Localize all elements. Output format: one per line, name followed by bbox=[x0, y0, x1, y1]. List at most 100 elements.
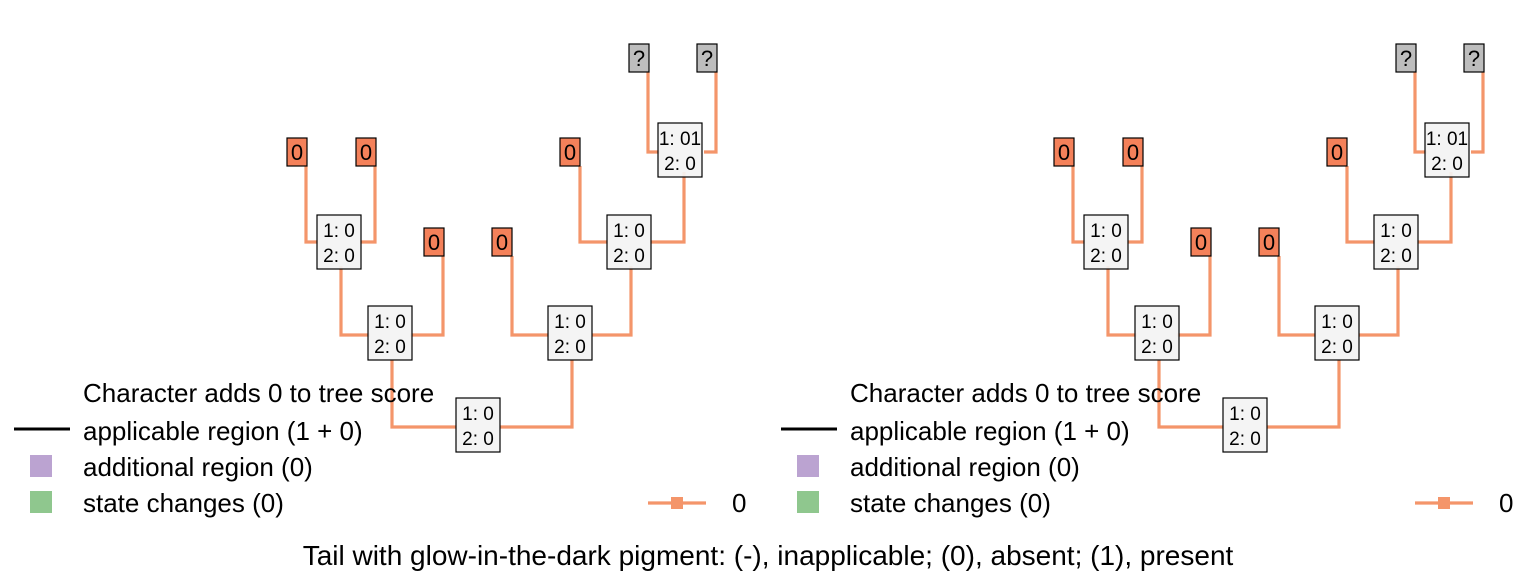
legend-changes: state changes (0) bbox=[83, 488, 284, 518]
branch bbox=[1359, 266, 1400, 337]
state-change-swatch bbox=[30, 491, 52, 513]
node-state-line-2: 2: 0 bbox=[1321, 337, 1353, 358]
legend: Character adds 0 to tree score applicable… bbox=[14, 378, 746, 518]
internal-node: 1: 0 2: 0 bbox=[606, 214, 652, 270]
branches bbox=[1071, 72, 1485, 429]
node-state-line-2: 2: 0 bbox=[1229, 429, 1261, 450]
legend-score: Character adds 0 to tree score bbox=[83, 378, 434, 408]
legend-applicable: applicable region (1 + 0) bbox=[850, 416, 1130, 446]
legend-score: Character adds 0 to tree score bbox=[850, 378, 1201, 408]
additional-swatch bbox=[30, 455, 52, 477]
node-state-line-2: 2: 0 bbox=[1090, 246, 1122, 267]
node-state-line-1: 1: 01 bbox=[659, 129, 701, 150]
internal-node: 1: 0 2: 0 bbox=[547, 305, 593, 361]
internal-node: 1: 01 2: 0 bbox=[657, 122, 703, 178]
node-state-line-2: 2: 0 bbox=[374, 337, 406, 358]
tip-label: ? bbox=[701, 46, 713, 71]
tip-state: 0 bbox=[1258, 227, 1280, 257]
legend-applicable: applicable region (1 + 0) bbox=[83, 416, 363, 446]
node-state-line-1: 1: 0 bbox=[1229, 404, 1261, 425]
tip-label: 0 bbox=[291, 140, 303, 165]
tip-state: 0 bbox=[559, 137, 581, 167]
branch bbox=[1071, 166, 1085, 244]
node-state-line-1: 1: 01 bbox=[1426, 129, 1468, 150]
state-change-swatch bbox=[797, 491, 819, 513]
branch bbox=[510, 256, 549, 337]
branch bbox=[304, 166, 318, 244]
legend-additional: additional region (0) bbox=[83, 452, 313, 482]
tip-state: 0 bbox=[286, 137, 308, 167]
branch bbox=[1345, 166, 1375, 244]
branch bbox=[646, 72, 660, 154]
node-state-line-2: 2: 0 bbox=[323, 246, 355, 267]
tip-state: 0 bbox=[423, 227, 445, 257]
node-state-line-1: 1: 0 bbox=[554, 312, 586, 333]
node-state-line-1: 1: 0 bbox=[613, 221, 645, 242]
tip-state: 0 bbox=[1122, 137, 1144, 167]
node-state-line-1: 1: 0 bbox=[462, 404, 494, 425]
tip-unknown: ? bbox=[696, 43, 718, 73]
node-state-line-1: 1: 0 bbox=[1090, 221, 1122, 242]
branch bbox=[500, 360, 574, 429]
internal-node: 1: 01 2: 0 bbox=[1424, 122, 1470, 178]
branch bbox=[360, 166, 377, 244]
legend: Character adds 0 to tree score applicable… bbox=[781, 378, 1513, 518]
node-state-line-2: 2: 0 bbox=[1431, 154, 1463, 175]
root-node: 1: 0 2: 0 bbox=[455, 397, 501, 453]
state-key-marker bbox=[1438, 497, 1450, 509]
tip-label: ? bbox=[1400, 46, 1412, 71]
internal-node: 1: 0 2: 0 bbox=[1134, 305, 1180, 361]
state-key-label: 0 bbox=[732, 488, 746, 518]
tip-label: ? bbox=[633, 46, 645, 71]
branches bbox=[304, 72, 718, 429]
node-state-line-1: 1: 0 bbox=[1380, 221, 1412, 242]
tree-panel-2: ? ? 0 0 0 0 0 1: 01 2: 0 1: 0 2: 0 1: 0 2: 0 1: 0 2: 0… bbox=[781, 43, 1513, 518]
internal-node: 1: 0 2: 0 bbox=[1083, 214, 1129, 270]
tip-label: 0 bbox=[1127, 140, 1139, 165]
tip-state: 0 bbox=[1190, 227, 1212, 257]
node-state-line-1: 1: 0 bbox=[1321, 312, 1353, 333]
legend-changes: state changes (0) bbox=[850, 488, 1051, 518]
node-state-line-1: 1: 0 bbox=[1141, 312, 1173, 333]
branch bbox=[1277, 256, 1316, 337]
node-state-line-2: 2: 0 bbox=[1380, 246, 1412, 267]
node-state-line-1: 1: 0 bbox=[323, 221, 355, 242]
branch bbox=[1106, 266, 1137, 337]
branch bbox=[704, 72, 718, 154]
internal-node: 1: 0 2: 0 bbox=[1373, 214, 1419, 270]
node-state-line-1: 1: 0 bbox=[374, 312, 406, 333]
internal-node: 1: 0 2: 0 bbox=[316, 214, 362, 270]
branch bbox=[1413, 72, 1427, 154]
tip-label: 0 bbox=[496, 230, 508, 255]
tip-label: 0 bbox=[428, 230, 440, 255]
node-state-line-2: 2: 0 bbox=[1141, 337, 1173, 358]
branch bbox=[1267, 360, 1341, 429]
tree-panel-1: ? ? 0 0 0 0 0 1: 01 2: 0 1: 0 2: 0 1: 0 2: 0 1: 0 2: 0… bbox=[14, 43, 746, 518]
branch bbox=[592, 266, 633, 337]
branch bbox=[1417, 172, 1453, 244]
tip-label: 0 bbox=[1331, 140, 1343, 165]
tip-label: 0 bbox=[1058, 140, 1070, 165]
branch bbox=[410, 256, 445, 337]
state-key-marker bbox=[671, 497, 683, 509]
additional-swatch bbox=[797, 455, 819, 477]
node-state-line-2: 2: 0 bbox=[613, 246, 645, 267]
internal-node: 1: 0 2: 0 bbox=[367, 305, 413, 361]
branch bbox=[650, 172, 686, 244]
branch bbox=[578, 166, 608, 244]
internal-node: 1: 0 2: 0 bbox=[1314, 305, 1360, 361]
tip-label: 0 bbox=[1195, 230, 1207, 255]
legend-additional: additional region (0) bbox=[850, 452, 1080, 482]
tip-unknown: ? bbox=[628, 43, 650, 73]
state-key-label: 0 bbox=[1499, 488, 1513, 518]
tip-label: 0 bbox=[1263, 230, 1275, 255]
branch bbox=[1157, 360, 1224, 429]
tip-label: ? bbox=[1468, 46, 1480, 71]
tip-label: 0 bbox=[360, 140, 372, 165]
tip-state: 0 bbox=[491, 227, 513, 257]
tip-state: 0 bbox=[1326, 137, 1348, 167]
tip-unknown: ? bbox=[1395, 43, 1417, 73]
branch bbox=[1471, 72, 1485, 154]
node-state-line-2: 2: 0 bbox=[554, 337, 586, 358]
